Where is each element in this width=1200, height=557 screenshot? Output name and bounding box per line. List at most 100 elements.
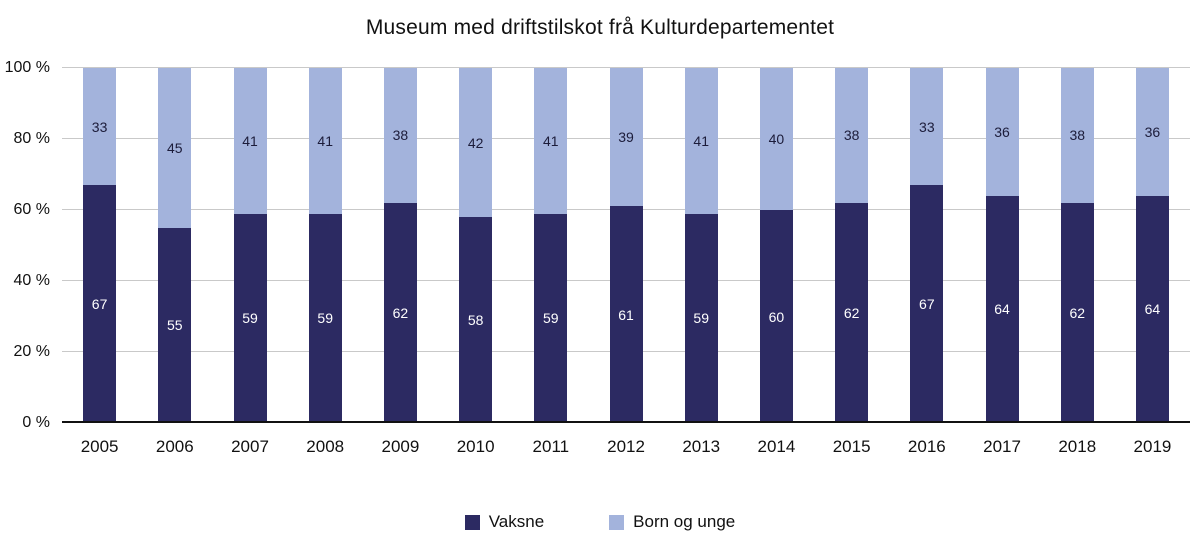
bar-value-label: 40 <box>768 131 785 147</box>
x-tick-label: 2019 <box>1133 437 1172 456</box>
bar-value-label: 41 <box>543 132 559 149</box>
x-tick-label: 2010 <box>456 437 495 456</box>
bar-slot: 41 59 <box>212 68 287 423</box>
bar-value-label: 64 <box>1144 301 1161 318</box>
stacked-bar-2005: 33 67 <box>83 68 117 423</box>
bar-value-label: 62 <box>1069 304 1086 321</box>
legend-label: Vaksne <box>488 512 545 531</box>
bar-segment-born-og-unge: 38 <box>835 68 869 203</box>
x-tick-label: 2018 <box>1058 437 1097 456</box>
bars-container: 33 67 45 55 41 59 41 59 38 62 42 58 41 59 39 61 41 59 40 60… <box>62 68 1190 423</box>
y-tick-label: 20 % <box>13 343 50 360</box>
plot-area: 33 67 45 55 41 59 41 59 38 62 42 58 41 59 39 61 41 59 40 60… <box>62 67 1190 423</box>
stacked-bar-2010: 42 58 <box>459 68 493 423</box>
bar-segment-born-og-unge: 41 <box>684 68 718 214</box>
stacked-bar-2009: 38 62 <box>383 68 417 423</box>
y-tick-label: 80 % <box>13 130 50 147</box>
stacked-bar-2018: 38 62 <box>1060 68 1094 423</box>
bar-value-label: 36 <box>1144 123 1161 140</box>
bar-value-label: 41 <box>693 132 709 149</box>
bar-value-label: 61 <box>618 306 634 323</box>
stacked-bar-2017: 36 64 <box>985 68 1019 423</box>
bar-segment-vaksne: 67 <box>83 185 117 423</box>
bar-segment-vaksne: 67 <box>910 185 944 423</box>
bar-segment-born-og-unge: 38 <box>1060 68 1094 203</box>
bar-segment-vaksne: 55 <box>158 227 192 423</box>
bar-value-label: 58 <box>467 312 484 329</box>
stacked-bar-2019: 36 64 <box>1135 68 1169 423</box>
bar-value-label: 41 <box>317 132 333 149</box>
bar-value-label: 39 <box>618 129 634 146</box>
bar-segment-born-og-unge: 38 <box>383 68 417 203</box>
stacked-bar-2006: 45 55 <box>158 68 192 423</box>
bar-value-label: 41 <box>242 132 258 149</box>
x-tick-label: 2016 <box>907 437 946 456</box>
bar-slot: 39 61 <box>588 68 663 423</box>
x-tick-label: 2017 <box>983 437 1021 456</box>
bar-value-label: 38 <box>392 127 409 144</box>
x-tick-label: 2008 <box>306 437 345 456</box>
bar-value-label: 59 <box>317 310 333 327</box>
bar-value-label: 64 <box>994 301 1010 318</box>
x-tick-label: 2013 <box>682 437 721 456</box>
x-tick-label: 2005 <box>80 437 119 456</box>
bar-value-label: 33 <box>919 118 935 135</box>
legend-label: Born og unge <box>633 512 736 531</box>
bar-slot: 45 55 <box>137 68 212 423</box>
y-tick-label: 40 % <box>13 272 50 289</box>
legend-swatch-vaksne <box>464 514 480 530</box>
bar-segment-born-og-unge: 40 <box>759 68 793 210</box>
legend-swatch-born-og-unge <box>609 514 625 530</box>
bar-slot: 36 64 <box>964 68 1039 423</box>
bar-slot: 40 60 <box>739 68 814 423</box>
bar-segment-born-og-unge: 41 <box>534 68 568 214</box>
bar-segment-vaksne: 62 <box>383 202 417 423</box>
legend-item-born-og-unge: Born og unge <box>609 512 735 532</box>
bar-segment-born-og-unge: 42 <box>459 68 493 218</box>
bar-segment-vaksne: 62 <box>1060 202 1094 423</box>
bar-segment-born-og-unge: 36 <box>1135 68 1169 196</box>
bar-segment-born-og-unge: 33 <box>910 68 944 186</box>
bar-slot: 38 62 <box>1040 68 1115 423</box>
bar-segment-vaksne: 59 <box>308 213 342 423</box>
y-tick-label: 100 % <box>4 59 50 76</box>
bar-value-label: 67 <box>91 296 108 313</box>
bar-value-label: 42 <box>467 134 484 151</box>
gridline <box>62 67 1190 68</box>
bar-slot: 42 58 <box>438 68 513 423</box>
bar-slot: 36 64 <box>1115 68 1190 423</box>
stacked-bar-2011: 41 59 <box>534 68 568 423</box>
bar-segment-vaksne: 58 <box>459 217 493 423</box>
legend: Vaksne Born og unge <box>0 512 1200 532</box>
bar-segment-born-og-unge: 45 <box>158 68 192 228</box>
x-tick-label: 2009 <box>381 437 420 456</box>
bar-value-label: 59 <box>543 310 559 327</box>
stacked-bar-2013: 41 59 <box>684 68 718 423</box>
bar-segment-vaksne: 62 <box>835 202 869 423</box>
bar-slot: 38 62 <box>363 68 438 423</box>
bar-segment-vaksne: 59 <box>534 213 568 423</box>
bar-value-label: 55 <box>167 317 183 334</box>
stacked-bar-2012: 39 61 <box>609 68 643 423</box>
bar-slot: 33 67 <box>62 68 137 423</box>
bar-slot: 38 62 <box>814 68 889 423</box>
bar-slot: 41 59 <box>664 68 739 423</box>
chart-title: Museum med driftstilskot frå Kulturdepar… <box>365 16 835 39</box>
bar-value-label: 60 <box>768 308 785 325</box>
y-tick-label: 60 % <box>13 201 50 218</box>
y-tick-label: 0 % <box>22 414 50 431</box>
bar-value-label: 36 <box>994 123 1010 140</box>
bar-segment-born-og-unge: 41 <box>233 68 267 214</box>
bar-value-label: 62 <box>843 304 860 321</box>
bar-segment-vaksne: 59 <box>684 213 718 423</box>
bar-segment-vaksne: 59 <box>233 213 267 423</box>
bar-segment-born-og-unge: 33 <box>83 68 117 186</box>
x-axis-line <box>62 421 1190 423</box>
x-tick-label: 2007 <box>231 437 269 456</box>
stacked-bar-2007: 41 59 <box>233 68 267 423</box>
bar-segment-vaksne: 64 <box>985 195 1019 423</box>
bar-segment-vaksne: 61 <box>609 206 643 423</box>
x-tick-label: 2011 <box>532 437 570 456</box>
bar-slot: 41 59 <box>288 68 363 423</box>
bar-value-label: 59 <box>242 310 258 327</box>
